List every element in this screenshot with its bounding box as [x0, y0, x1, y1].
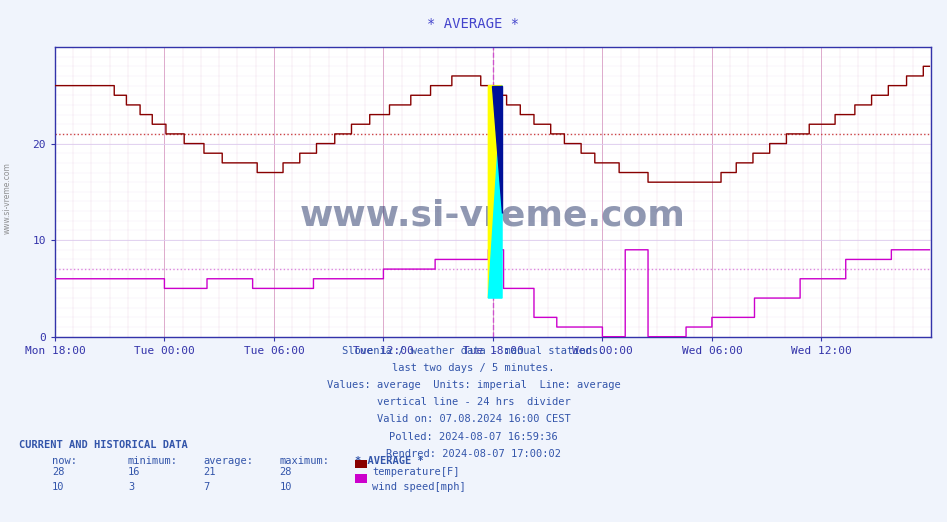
- Text: 28: 28: [279, 467, 292, 477]
- Text: minimum:: minimum:: [128, 456, 178, 466]
- Text: Rendred: 2024-08-07 17:00:02: Rendred: 2024-08-07 17:00:02: [386, 449, 561, 459]
- Text: Valid on: 07.08.2024 16:00 CEST: Valid on: 07.08.2024 16:00 CEST: [377, 414, 570, 424]
- Text: 21: 21: [204, 467, 216, 477]
- Text: Polled: 2024-08-07 16:59:36: Polled: 2024-08-07 16:59:36: [389, 432, 558, 442]
- Text: * AVERAGE *: * AVERAGE *: [355, 456, 424, 466]
- Text: www.si-vreme.com: www.si-vreme.com: [3, 162, 12, 234]
- Text: 28: 28: [52, 467, 64, 477]
- Text: 16: 16: [128, 467, 140, 477]
- Text: www.si-vreme.com: www.si-vreme.com: [300, 198, 686, 232]
- Text: last two days / 5 minutes.: last two days / 5 minutes.: [392, 363, 555, 373]
- Text: average:: average:: [204, 456, 254, 466]
- Text: temperature[F]: temperature[F]: [372, 467, 459, 477]
- Polygon shape: [492, 86, 502, 213]
- Text: vertical line - 24 hrs  divider: vertical line - 24 hrs divider: [377, 397, 570, 407]
- Polygon shape: [489, 86, 502, 298]
- Text: 10: 10: [279, 482, 292, 492]
- Text: Values: average  Units: imperial  Line: average: Values: average Units: imperial Line: av…: [327, 380, 620, 390]
- Text: 3: 3: [128, 482, 134, 492]
- Text: Slovenia / weather data - manual stations.: Slovenia / weather data - manual station…: [342, 346, 605, 355]
- Text: wind speed[mph]: wind speed[mph]: [372, 482, 466, 492]
- Text: * AVERAGE *: * AVERAGE *: [427, 17, 520, 31]
- Text: now:: now:: [52, 456, 77, 466]
- Text: maximum:: maximum:: [279, 456, 330, 466]
- Text: 10: 10: [52, 482, 64, 492]
- Text: CURRENT AND HISTORICAL DATA: CURRENT AND HISTORICAL DATA: [19, 440, 188, 450]
- Polygon shape: [489, 86, 502, 298]
- Text: 7: 7: [204, 482, 210, 492]
